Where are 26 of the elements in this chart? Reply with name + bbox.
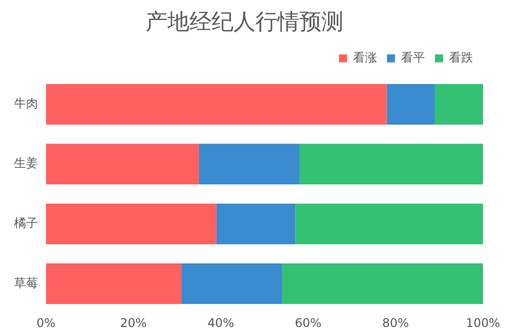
bar: [46, 144, 199, 184]
y-tick-label: 牛肉: [14, 96, 38, 110]
bar: [46, 204, 216, 244]
bar: [46, 84, 387, 125]
bar: [216, 204, 296, 244]
bar: [299, 144, 483, 184]
y-tick-label: 草莓: [14, 276, 38, 290]
x-tick-label: 0%: [36, 316, 56, 330]
legend-label: 看涨: [353, 50, 377, 65]
x-tick-label: 60%: [294, 316, 322, 330]
y-tick-label: 生姜: [14, 156, 38, 170]
bar: [434, 84, 483, 125]
x-tick-label: 20%: [120, 316, 147, 330]
x-tick-label: 80%: [382, 316, 409, 330]
chart-title: 产地经纪人行情预测: [146, 10, 344, 35]
x-tick-label: 100%: [466, 316, 500, 330]
legend-label: 看跌: [449, 50, 473, 65]
bar: [282, 263, 483, 304]
y-tick-label: 橘子: [14, 216, 38, 230]
bar: [198, 144, 300, 184]
bar: [386, 84, 435, 125]
legend-label: 看平: [401, 50, 425, 65]
x-tick-label: 40%: [207, 316, 234, 330]
bar: [46, 263, 182, 304]
bar: [181, 263, 282, 304]
bar: [295, 204, 483, 244]
